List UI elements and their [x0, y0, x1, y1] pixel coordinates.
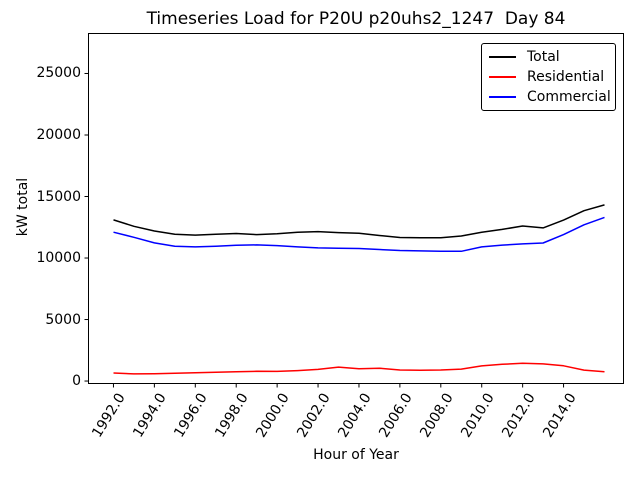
legend-label: Commercial: [527, 88, 611, 105]
y-tick-label: 10000: [36, 250, 81, 267]
series-line-commercial: [113, 216, 605, 253]
legend-entry-total: Total: [489, 48, 608, 65]
legend-label: Residential: [527, 68, 605, 85]
y-tick-label: 25000: [36, 65, 81, 82]
series-line-total: [113, 204, 605, 239]
series-line-residential: [113, 362, 605, 375]
y-axis-label: kW total: [15, 177, 31, 237]
legend-entry-residential: Residential: [489, 68, 608, 85]
legend-line-sample: [489, 76, 516, 78]
legend-line-sample: [489, 96, 516, 98]
y-tick-label: 0: [72, 373, 81, 390]
legend-label: Total: [527, 48, 560, 65]
y-tick-label: 15000: [36, 188, 81, 205]
legend-box: Total Residential Commercial: [481, 43, 616, 111]
axes-frame: [88, 33, 624, 384]
y-tick-label: 5000: [45, 311, 81, 328]
chart-title: Timeseries Load for P20U p20uhs2_1247 Da…: [146, 9, 566, 29]
legend-entry-commercial: Commercial: [489, 88, 611, 105]
y-tick-label: 20000: [36, 126, 81, 143]
x-axis-label: Hour of Year: [313, 447, 399, 463]
legend-line-sample: [489, 56, 516, 58]
